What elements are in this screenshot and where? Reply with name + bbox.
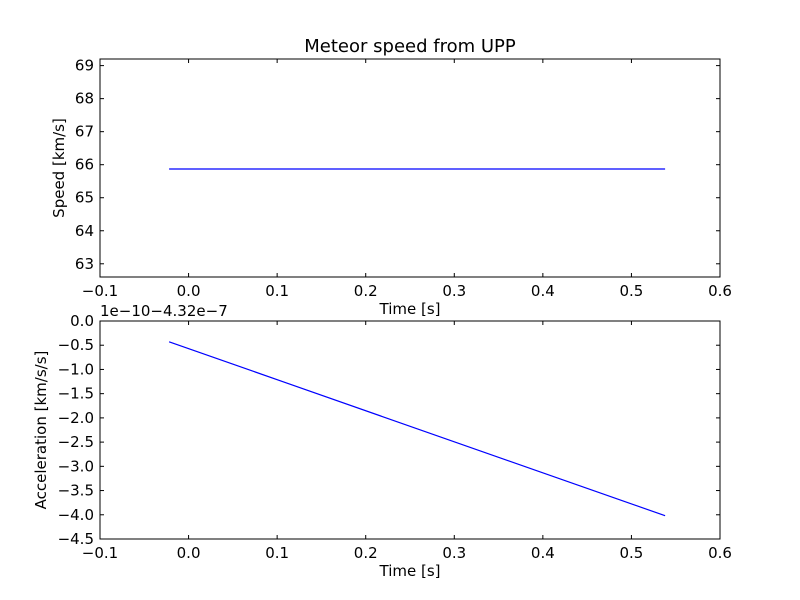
speed-chart-xtick-label: 0.2 xyxy=(354,282,378,300)
acceleration-chart-xtick-label: 0.4 xyxy=(531,544,555,562)
speed-chart: Meteor speed from UPP −0.1 0.0 0.1 0.2 0.3 0.… xyxy=(50,36,732,318)
speed-chart-plot-area xyxy=(99,58,721,278)
speed-chart-xtick-label: 0.0 xyxy=(177,282,201,300)
acceleration-chart-ytick-label: −3.0 xyxy=(58,457,94,475)
acceleration-chart-xtick-label: 0.6 xyxy=(708,544,732,562)
acceleration-chart-xlabel: Time [s] xyxy=(379,562,441,580)
speed-chart-xtick-label: 0.4 xyxy=(531,282,555,300)
acceleration-chart-series xyxy=(168,341,666,517)
acceleration-chart-ytick-label: −1.0 xyxy=(58,360,94,378)
speed-chart-ylabel: Speed [km/s] xyxy=(50,118,68,218)
speed-chart-xtick-label: 0.3 xyxy=(442,282,466,300)
speed-chart-ytick-label: 63 xyxy=(75,255,94,273)
acceleration-chart-series-line xyxy=(168,341,666,517)
acceleration-chart-ytick-label: −4.5 xyxy=(58,530,94,548)
speed-chart-xtick-label: −0.1 xyxy=(82,282,118,300)
acceleration-chart-xtick-label: 0.3 xyxy=(442,544,466,562)
speed-chart-ytick-label: 68 xyxy=(75,90,94,108)
speed-chart-xtick-label: 0.5 xyxy=(619,282,643,300)
acceleration-chart-xtick-label: 0.0 xyxy=(177,544,201,562)
acceleration-chart-xtick-label: 0.1 xyxy=(265,544,289,562)
acceleration-chart: 1e−10−4.32e−7 −0.1 0.0 0.1 0.2 0.3 0.4 0.5 0.6 0… xyxy=(32,302,732,580)
acceleration-chart-plot-area xyxy=(99,320,721,540)
acceleration-chart-ytick-label: −1.5 xyxy=(58,385,94,403)
acceleration-chart-xtick-label: 0.5 xyxy=(619,544,643,562)
speed-chart-ticks: −0.1 0.0 0.1 0.2 0.3 0.4 0.5 0.6 63 64 65 66 67 68 69 xyxy=(75,57,732,300)
acceleration-chart-xtick-label: −0.1 xyxy=(82,544,118,562)
speed-chart-xtick-label: 0.6 xyxy=(708,282,732,300)
acceleration-chart-ylabel: Acceleration [km/s/s] xyxy=(32,351,50,510)
speed-chart-ytick-label: 67 xyxy=(75,123,94,141)
acceleration-chart-ytick-label: −2.5 xyxy=(58,433,94,451)
speed-chart-ytick-label: 65 xyxy=(75,189,94,207)
acceleration-chart-ytick-label: −2.0 xyxy=(58,409,94,427)
acceleration-chart-ticks: −0.1 0.0 0.1 0.2 0.3 0.4 0.5 0.6 0.0 −0.5 −1.0 −1.5… xyxy=(58,312,732,562)
speed-chart-ytick-label: 69 xyxy=(75,57,94,75)
acceleration-chart-ytick-label: 0.0 xyxy=(70,312,94,330)
acceleration-chart-offset-text: 1e−10−4.32e−7 xyxy=(100,302,228,320)
speed-chart-xtick-label: 0.1 xyxy=(265,282,289,300)
acceleration-chart-xtick-label: 0.2 xyxy=(354,544,378,562)
speed-chart-ytick-label: 66 xyxy=(75,156,94,174)
acceleration-chart-ytick-label: −0.5 xyxy=(58,336,94,354)
speed-chart-title: Meteor speed from UPP xyxy=(304,36,516,57)
speed-chart-ytick-label: 64 xyxy=(75,222,94,240)
speed-chart-xlabel: Time [s] xyxy=(379,300,441,318)
acceleration-chart-ytick-label: −3.5 xyxy=(58,482,94,500)
acceleration-chart-ytick-label: −4.0 xyxy=(58,506,94,524)
